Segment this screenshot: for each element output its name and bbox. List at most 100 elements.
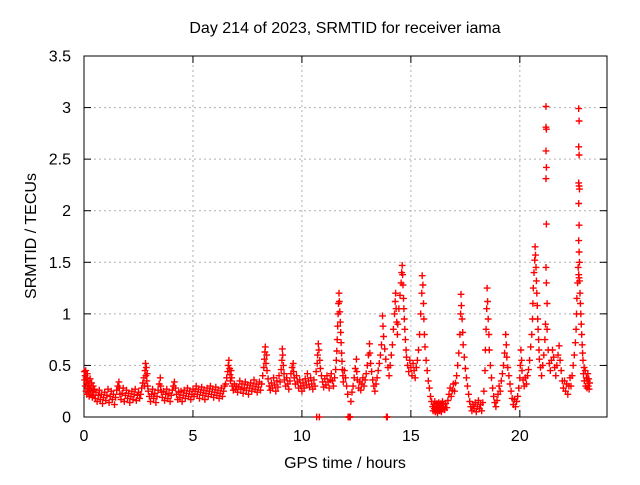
data-point-marker xyxy=(283,374,291,382)
data-point-marker xyxy=(237,385,245,393)
data-point-marker xyxy=(280,362,287,369)
data-point-marker xyxy=(171,378,178,386)
data-point-marker xyxy=(379,312,386,320)
data-point-marker xyxy=(427,393,434,400)
x-tick-label: 0 xyxy=(80,428,89,445)
data-point-marker xyxy=(538,372,545,380)
data-point-marker xyxy=(576,185,583,193)
data-point-marker xyxy=(426,384,433,392)
data-point-marker xyxy=(333,347,341,355)
data-point-marker xyxy=(513,398,520,405)
data-point-marker xyxy=(533,289,541,297)
data-point-marker xyxy=(330,382,337,390)
data-point-marker xyxy=(353,368,361,375)
data-point-marker xyxy=(421,343,429,351)
data-point-marker xyxy=(343,382,350,390)
data-point-marker xyxy=(227,367,235,374)
data-point-marker xyxy=(310,376,318,384)
data-point-marker xyxy=(285,385,293,393)
x-tick-label: 10 xyxy=(293,428,311,445)
data-point-marker xyxy=(137,390,145,398)
data-point-marker xyxy=(507,387,515,395)
data-point-marker xyxy=(533,277,540,285)
data-point-marker xyxy=(500,362,507,369)
data-point-marker xyxy=(272,387,280,395)
data-point-marker xyxy=(568,372,576,380)
x-tick-label: 15 xyxy=(402,428,420,445)
data-point-marker xyxy=(481,367,489,374)
data-point-marker xyxy=(389,341,396,349)
data-point-marker xyxy=(327,370,335,378)
data-point-marker xyxy=(458,315,466,323)
data-point-marker xyxy=(378,341,385,349)
data-point-marker xyxy=(263,367,271,374)
data-point-marker xyxy=(275,372,283,380)
data-point-marker xyxy=(567,382,575,390)
data-point-marker xyxy=(312,368,320,375)
data-point-marker xyxy=(381,345,389,353)
data-point-marker xyxy=(424,377,432,385)
data-point-marker xyxy=(222,380,229,388)
data-point-marker xyxy=(454,362,462,369)
data-point-marker xyxy=(575,248,583,256)
data-point-marker xyxy=(257,386,264,394)
data-point-marker xyxy=(485,331,493,338)
data-point-marker xyxy=(234,388,241,396)
data-point-marker xyxy=(332,356,340,364)
data-point-marker xyxy=(489,384,496,392)
data-point-marker xyxy=(577,320,585,328)
data-point-marker xyxy=(227,377,234,385)
data-point-marker xyxy=(341,367,348,374)
data-point-marker xyxy=(528,331,536,338)
x-axis-label: GPS time / hours xyxy=(284,455,406,472)
data-point-marker xyxy=(554,351,562,359)
data-point-marker xyxy=(577,300,584,307)
data-point-marker xyxy=(274,383,282,391)
data-point-marker xyxy=(552,372,560,380)
data-point-marker xyxy=(152,399,160,406)
data-point-marker xyxy=(423,367,431,374)
data-point-marker xyxy=(415,346,422,354)
data-point-marker xyxy=(105,399,113,406)
y-tick-label: 0 xyxy=(62,410,71,427)
data-point-marker xyxy=(311,382,319,390)
data-point-marker xyxy=(575,237,583,244)
data-point-marker xyxy=(149,385,156,393)
data-point-marker xyxy=(338,349,345,357)
data-point-marker xyxy=(392,289,399,297)
data-point-marker xyxy=(390,325,397,333)
data-point-marker xyxy=(399,281,407,289)
data-point-marker xyxy=(153,393,161,400)
data-point-marker xyxy=(372,380,380,388)
data-point-marker xyxy=(493,397,501,404)
data-point-marker xyxy=(531,243,539,251)
data-point-marker xyxy=(527,343,535,351)
data-point-marker xyxy=(99,400,106,407)
data-point-marker xyxy=(366,340,373,348)
data-point-marker xyxy=(402,346,410,354)
data-point-marker xyxy=(400,315,408,323)
data-point-marker xyxy=(576,277,583,285)
data-point-marker xyxy=(336,318,344,326)
data-point-marker xyxy=(331,374,338,382)
data-point-marker xyxy=(344,390,352,398)
data-point-marker xyxy=(518,367,526,374)
data-point-marker xyxy=(543,325,551,333)
data-point-marker xyxy=(459,329,467,336)
data-point-marker xyxy=(457,310,464,318)
data-point-marker xyxy=(564,390,572,398)
data-point-marker xyxy=(406,356,414,364)
data-point-marker xyxy=(569,362,577,369)
data-point-marker xyxy=(575,105,583,112)
data-point-marker xyxy=(546,367,554,374)
data-point-marker xyxy=(557,367,565,374)
data-point-marker xyxy=(540,351,548,359)
data-point-marker xyxy=(278,356,286,364)
data-point-marker xyxy=(524,372,531,380)
data-point-marker xyxy=(502,331,510,338)
data-point-marker xyxy=(417,310,425,318)
data-point-marker xyxy=(346,413,354,421)
data-point-marker xyxy=(177,387,185,395)
data-point-marker xyxy=(405,368,413,375)
data-point-marker xyxy=(411,374,419,382)
